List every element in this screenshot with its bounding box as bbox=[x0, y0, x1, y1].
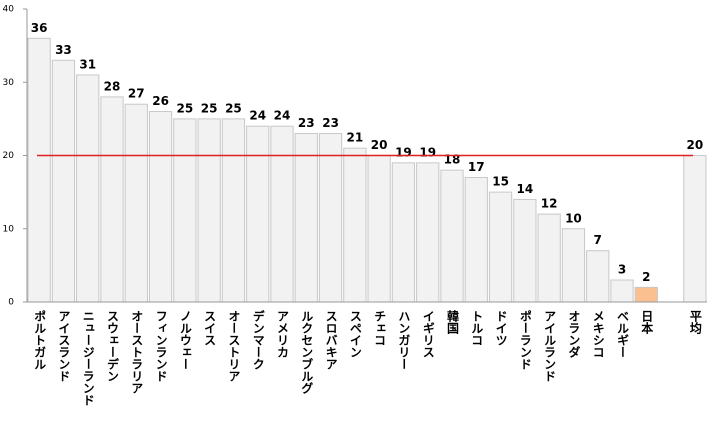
value-label: 36 bbox=[31, 21, 48, 35]
value-label: 33 bbox=[55, 43, 72, 57]
x-tick-label: アイスランド bbox=[57, 310, 71, 382]
x-tick-label: スウェーデン bbox=[106, 310, 120, 382]
bar bbox=[124, 103, 148, 303]
x-tick-label: オーストラリア bbox=[130, 310, 144, 394]
x-tick-label: ニュージーランド bbox=[81, 310, 95, 406]
x-tick-label: 日本 bbox=[640, 310, 654, 335]
bar bbox=[294, 133, 318, 303]
bar bbox=[27, 37, 51, 303]
value-label: 2 bbox=[642, 270, 650, 284]
y-tick-label: 20 bbox=[3, 151, 15, 161]
bar bbox=[221, 118, 246, 303]
x-tick-label: 平均 bbox=[688, 310, 702, 335]
value-label: 7 bbox=[594, 233, 602, 247]
x-tick-label: スイス bbox=[203, 310, 217, 346]
x-tick-label: スロバキア bbox=[324, 310, 338, 370]
value-label: 24 bbox=[249, 109, 266, 123]
bar bbox=[561, 228, 586, 303]
value-label: 19 bbox=[395, 145, 412, 159]
x-tick-label: ベルギー bbox=[616, 310, 630, 358]
bar bbox=[367, 155, 391, 303]
bar bbox=[634, 286, 658, 303]
value-label: 28 bbox=[104, 79, 121, 93]
x-tick-label: トルコ bbox=[470, 310, 484, 346]
value-label: 25 bbox=[201, 101, 218, 115]
x-tick-label: デンマーク bbox=[251, 309, 265, 370]
bar bbox=[343, 147, 367, 303]
x-tick-label: ポーランド bbox=[518, 309, 532, 370]
value-label: 23 bbox=[322, 116, 339, 130]
y-tick-label: 30 bbox=[3, 78, 15, 88]
value-label: 20 bbox=[371, 138, 388, 152]
value-label: 12 bbox=[541, 197, 558, 211]
value-label: 3 bbox=[618, 263, 626, 277]
x-tick-label: 韓国 bbox=[446, 309, 460, 335]
value-label: 17 bbox=[468, 160, 485, 174]
bar bbox=[51, 59, 76, 303]
x-tick-label: ポルトガル bbox=[33, 309, 47, 370]
x-tick-label: スペイン bbox=[348, 310, 362, 358]
value-label: 21 bbox=[347, 131, 364, 145]
value-label: 25 bbox=[177, 101, 194, 115]
bar bbox=[610, 279, 634, 303]
x-tick-label: アメリカ bbox=[276, 310, 290, 358]
bar bbox=[197, 118, 221, 303]
x-tick-label: アイルランド bbox=[543, 310, 557, 382]
bar bbox=[100, 96, 124, 303]
x-tick-label: メキシコ bbox=[591, 310, 605, 358]
bar bbox=[416, 162, 440, 303]
value-label: 26 bbox=[152, 94, 169, 108]
bar bbox=[270, 125, 294, 303]
y-tick-label: 40 bbox=[3, 5, 15, 15]
value-label: 19 bbox=[419, 145, 436, 159]
value-label: 24 bbox=[274, 109, 291, 123]
x-tick-label: オーストリア bbox=[227, 310, 241, 382]
bar bbox=[464, 176, 488, 303]
value-label: 27 bbox=[128, 87, 145, 101]
bar bbox=[586, 250, 610, 303]
bar bbox=[148, 111, 173, 303]
y-tick-label: 0 bbox=[8, 298, 14, 308]
x-tick-label: フィンランド bbox=[154, 310, 168, 382]
x-tick-label: チェコ bbox=[373, 310, 387, 346]
x-tick-label: ノルウェー bbox=[178, 310, 192, 370]
value-label: 23 bbox=[298, 116, 315, 130]
x-tick-label: イギリス bbox=[421, 310, 435, 358]
bar bbox=[440, 169, 464, 303]
bar bbox=[683, 155, 707, 303]
y-tick-label: 10 bbox=[3, 224, 15, 234]
bar bbox=[537, 213, 561, 303]
bar bbox=[391, 162, 416, 303]
bar bbox=[318, 133, 343, 303]
value-label: 15 bbox=[492, 175, 509, 189]
value-label: 10 bbox=[565, 211, 582, 225]
value-label: 25 bbox=[225, 101, 242, 115]
bar bbox=[488, 191, 513, 303]
value-label: 31 bbox=[79, 57, 96, 71]
bar bbox=[246, 125, 270, 303]
bar bbox=[173, 118, 197, 303]
x-tick-label: オランダ bbox=[567, 310, 581, 358]
x-tick-label: ドイツ bbox=[494, 310, 508, 346]
bar bbox=[513, 198, 537, 303]
value-label: 20 bbox=[687, 138, 704, 152]
bar bbox=[76, 74, 100, 303]
x-tick-label: ルクセンブルグ bbox=[300, 310, 314, 394]
value-label: 14 bbox=[517, 182, 534, 196]
x-tick-label: ハンガリー bbox=[397, 310, 411, 370]
